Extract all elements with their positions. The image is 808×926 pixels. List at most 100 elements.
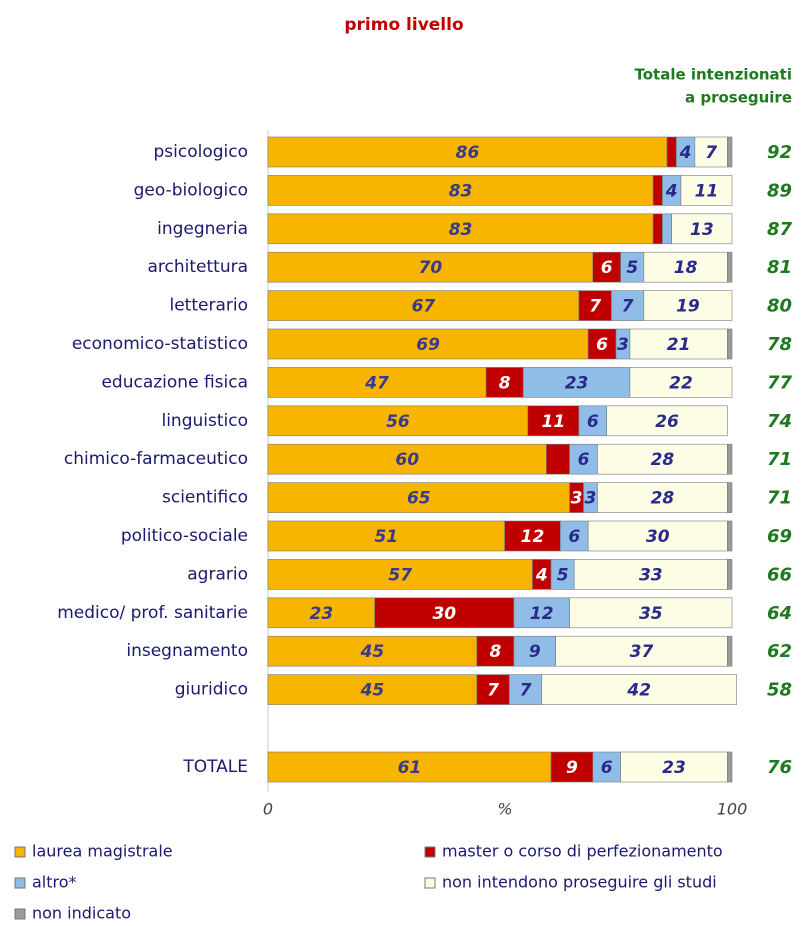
value-label: 7 [705, 143, 717, 163]
total-label: 92 [767, 142, 792, 163]
bar-segment [652, 213, 663, 245]
total-label: 76 [767, 757, 792, 778]
bar-segment [727, 520, 733, 552]
legend-label: altro* [32, 873, 77, 892]
x-tick-label: 0 [263, 800, 273, 819]
bar-segment [573, 559, 728, 590]
value-label: 9 [566, 758, 578, 778]
total-label: 87 [767, 219, 793, 240]
bar-segment [727, 635, 733, 667]
category-label: architettura [147, 257, 248, 277]
category-label: economico-statistico [72, 334, 248, 354]
bar-segment [569, 443, 598, 475]
legend-marker [14, 877, 26, 889]
value-label: 22 [669, 373, 693, 393]
value-label: 37 [630, 642, 654, 662]
bar-segment [569, 597, 733, 629]
x-tick-label: 100 [717, 800, 748, 819]
bar-segment [620, 751, 728, 783]
bar-segment [694, 136, 728, 168]
bar-segment [522, 367, 631, 398]
value-label: 5 [557, 565, 569, 585]
bar-segment [267, 751, 552, 783]
bar-segment [727, 482, 733, 513]
totals-title: a proseguire [685, 89, 792, 107]
value-label: 23 [662, 758, 686, 778]
bar-segment [652, 175, 663, 206]
total-label: 66 [767, 564, 792, 585]
category-label: chimico-farmaceutico [64, 449, 248, 469]
bar-segment [629, 328, 728, 360]
value-label: 7 [520, 681, 532, 701]
total-label: 77 [767, 372, 793, 393]
bar-segment [680, 175, 733, 206]
value-label: 13 [690, 220, 714, 240]
bar-segment [662, 213, 672, 245]
total-label: 81 [767, 257, 792, 278]
value-label: 6 [568, 527, 580, 547]
value-label: 61 [398, 758, 422, 778]
value-label: 28 [651, 450, 675, 470]
value-label: 23 [310, 604, 334, 624]
total-label: 69 [767, 526, 792, 547]
value-label: 6 [596, 335, 608, 355]
bar-segment [541, 674, 737, 705]
value-label: 83 [449, 181, 473, 201]
value-label: 47 [364, 373, 389, 393]
value-label: 51 [374, 527, 398, 547]
legend-label: master o corso di perfezionamento [442, 842, 723, 861]
category-label: scientifico [162, 488, 248, 508]
value-label: 30 [432, 604, 456, 624]
legend-label: laurea magistrale [32, 842, 173, 861]
bar-segment [267, 367, 487, 398]
value-label: 26 [655, 412, 679, 432]
value-label: 5 [626, 258, 638, 278]
value-label: 7 [487, 681, 499, 701]
value-label: 3 [585, 489, 597, 509]
bar-segment [597, 482, 728, 513]
legend-marker [424, 846, 436, 858]
x-axis-label: % [497, 800, 512, 819]
total-label: 71 [767, 488, 792, 509]
bar-segment [611, 290, 645, 321]
category-label: ingegneria [157, 219, 248, 239]
value-label: 33 [639, 565, 663, 585]
bar-segment [267, 559, 533, 590]
value-label: 45 [360, 642, 385, 662]
total-label: 64 [767, 603, 792, 624]
bar-segment [727, 136, 733, 168]
bar-segment [727, 559, 733, 590]
value-label: 6 [601, 758, 613, 778]
category-label: letterario [170, 296, 249, 316]
bar-segment [555, 635, 728, 667]
value-label: 65 [407, 489, 431, 509]
bar-segment [727, 328, 733, 360]
value-label: 3 [571, 489, 583, 509]
bar-segment [550, 751, 594, 783]
bar-segment [671, 213, 733, 245]
bar-segment [560, 520, 589, 552]
bar-segment [513, 635, 556, 667]
bar-segment [267, 443, 547, 475]
bar-segment [485, 367, 524, 398]
category-label: geo-biologico [134, 180, 248, 200]
value-label: 67 [412, 297, 436, 317]
value-label: 6 [578, 450, 590, 470]
value-label: 18 [674, 258, 698, 278]
value-label: 23 [565, 373, 589, 393]
legend-label: non indicato [32, 904, 131, 923]
totals-title: Totale intenzionati [634, 66, 792, 84]
bar-segment [527, 405, 580, 437]
value-label: 8 [489, 642, 501, 662]
value-label: 19 [676, 297, 700, 317]
bar-segment [606, 405, 728, 437]
bar-segment [727, 251, 733, 283]
value-label: 3 [617, 335, 629, 355]
category-label: agrario [187, 564, 248, 584]
value-label: 11 [695, 181, 719, 201]
bar-segment [267, 290, 580, 321]
value-label: 42 [626, 681, 651, 701]
total-label: 62 [767, 641, 792, 662]
value-label: 6 [601, 258, 613, 278]
